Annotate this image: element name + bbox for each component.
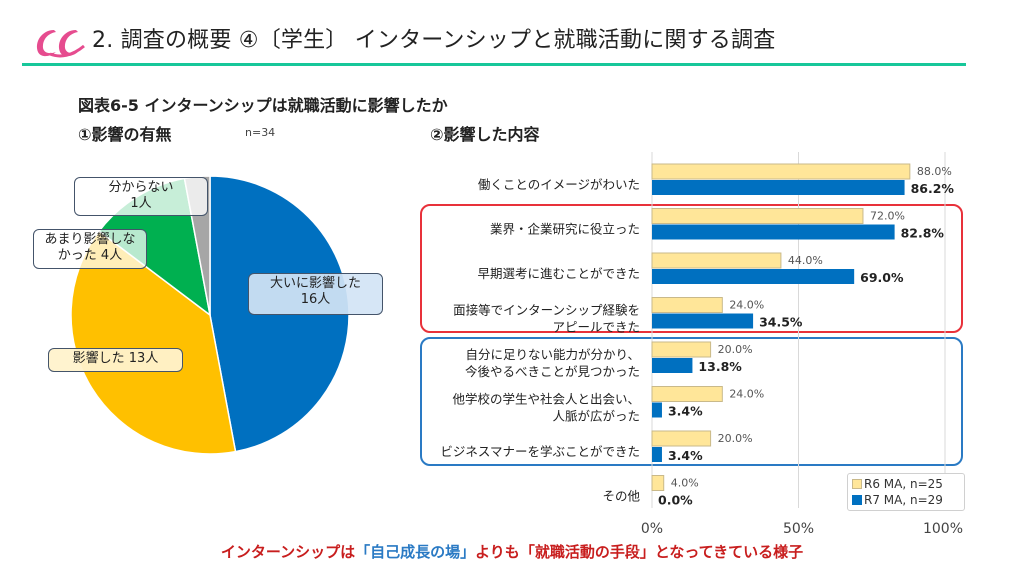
pie-label-line1: 大いに影響した <box>269 276 361 291</box>
pie-label-line2: かった 4人 <box>57 248 123 263</box>
pie-label-little: あまり影響しな かった 4人 <box>33 229 147 269</box>
value-label-r6: 44.0% <box>788 254 823 267</box>
bar-r6 <box>651 297 723 313</box>
highlight-frame-red <box>420 204 963 333</box>
pie-label-line1: 分からない <box>108 180 174 195</box>
legend-item-r6: R6 MA, n=25 <box>852 476 960 492</box>
pie-label-line1: 影響した 13人 <box>72 351 159 366</box>
highlight-frame-blue <box>420 337 963 466</box>
value-label-r7: 0.0% <box>658 493 693 508</box>
category-label: 他学校の学生や社会人と出会い、 <box>452 392 640 407</box>
bar-r6 <box>651 252 782 269</box>
legend-item-r7: R7 MA, n=29 <box>852 492 960 508</box>
value-label-r7: 86.2% <box>911 181 955 196</box>
bar-section-title: ②影響した内容 <box>430 125 540 144</box>
pie-label-greatly: 大いに影響した 16人 <box>248 273 383 315</box>
value-label-r6: 72.0% <box>870 210 905 223</box>
value-label-r7: 3.4% <box>668 404 703 419</box>
bar-r6 <box>651 208 864 224</box>
category-label: その他 <box>602 489 640 504</box>
value-label-r6: 24.0% <box>729 299 764 312</box>
value-label-r6: 20.0% <box>718 432 753 445</box>
bar-r6 <box>651 163 911 180</box>
footer-part1: インターンシップは <box>220 543 356 561</box>
pie-label-line2: 1人 <box>130 196 152 211</box>
category-label: 自分に足りない能力が分かり、 <box>465 347 640 362</box>
bar-r7 <box>652 358 693 373</box>
pie-sample-size: n=34 <box>245 126 276 139</box>
value-label-r6: 24.0% <box>729 388 764 401</box>
footer-part3: よりも <box>475 543 520 561</box>
x-tick-label: 0% <box>641 521 663 537</box>
value-label-r7: 13.8% <box>698 359 742 374</box>
bar-chart: 0% 50% 100% 88.0% 86.2% 働くことのイメージがわいた 72.0% 82.… <box>440 152 963 537</box>
bar-r6 <box>651 430 712 447</box>
bar-r7 <box>652 269 855 284</box>
pie-label-unknown: 分からない 1人 <box>74 177 208 216</box>
chart-legend: R6 MA, n=25 R7 MA, n=29 <box>847 473 965 511</box>
bar-r6 <box>651 386 723 402</box>
legend-swatch-r7 <box>852 495 862 505</box>
title-divider <box>22 63 966 66</box>
pie-label-affected: 影響した 13人 <box>48 348 183 372</box>
page-title: 2. 調査の概要 ④〔学生〕 インターンシップと就職活動に関する調査 <box>92 28 776 53</box>
footer-part4: 「就職活動の手段」となってきている様子 <box>519 543 804 561</box>
category-label: 働くことのイメージがわいた <box>478 177 640 192</box>
category-label: 面接等でインターンシップ経験を <box>453 303 640 318</box>
figure-title: 図表6-5 インターンシップは就職活動に影響したか <box>78 96 448 115</box>
value-label-r7: 34.5% <box>759 315 803 330</box>
value-label-r7: 3.4% <box>668 448 703 463</box>
x-tick-label: 100% <box>923 521 963 537</box>
value-label-r6: 20.0% <box>718 343 753 356</box>
pie-label-line1: あまり影響しな <box>44 232 136 247</box>
bar-r6 <box>651 475 665 491</box>
pie-label-line2: 16人 <box>300 292 331 307</box>
x-tick-label: 50% <box>783 521 814 537</box>
category-label: 早期選考に進むことができた <box>477 266 640 281</box>
bar-r7 <box>652 402 662 418</box>
bar-r7 <box>652 180 905 195</box>
legend-label-r6: R6 MA, n=25 <box>864 477 943 491</box>
bar-r6 <box>651 341 712 358</box>
category-label: ビジネスマナーを学ぶことができた <box>440 444 640 459</box>
legend-swatch-r6 <box>852 479 862 489</box>
category-label: アピールできた <box>552 320 640 335</box>
pie-section-title: ①影響の有無 <box>78 125 172 144</box>
bar-r7 <box>652 313 754 329</box>
value-label-r6: 4.0% <box>671 477 699 490</box>
value-label-r7: 69.0% <box>860 270 904 285</box>
brand-logo-icon <box>36 30 85 58</box>
footer-conclusion: インターンシップは「自己成長の場」よりも「就職活動の手段」となってきている様子 <box>0 541 1024 562</box>
footer-part2: 「自己成長の場」 <box>355 543 476 561</box>
category-label: 人脈が広がった <box>552 409 640 424</box>
value-label-r7: 82.8% <box>901 226 945 241</box>
category-label: 今後やるべきことが見つかった <box>465 364 640 379</box>
value-label-r6: 88.0% <box>917 165 952 178</box>
legend-label-r7: R7 MA, n=29 <box>864 493 943 507</box>
category-label: 業界・企業研究に役立った <box>490 222 640 237</box>
bar-r7 <box>652 447 662 462</box>
bar-r7 <box>652 224 895 240</box>
